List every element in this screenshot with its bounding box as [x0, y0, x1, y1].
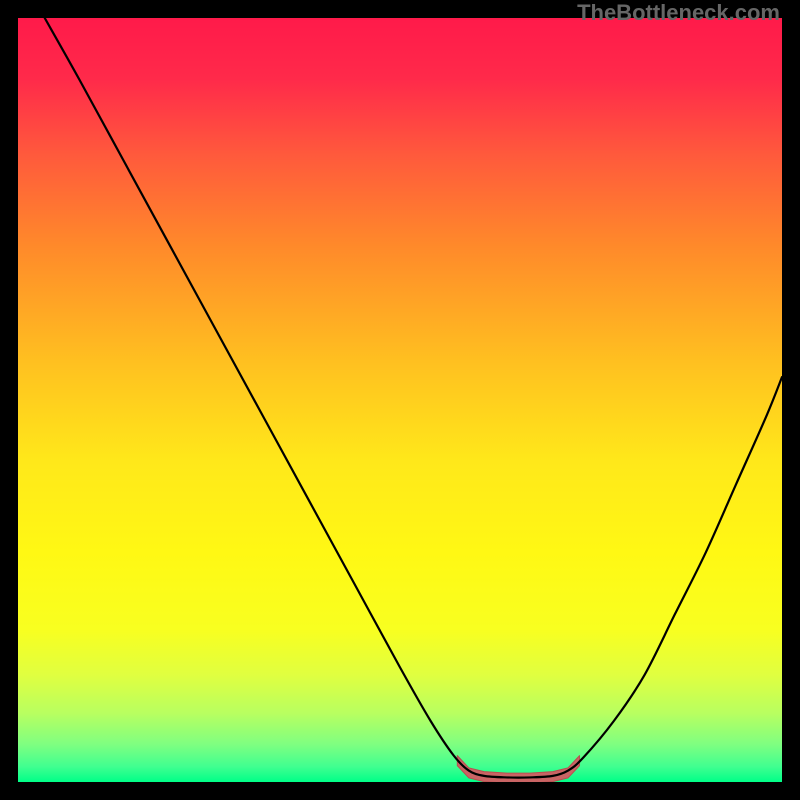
chart-container: TheBottleneck.com [0, 0, 800, 800]
plot-area [18, 18, 782, 782]
chart-svg [18, 18, 782, 782]
watermark-text: TheBottleneck.com [577, 0, 780, 26]
